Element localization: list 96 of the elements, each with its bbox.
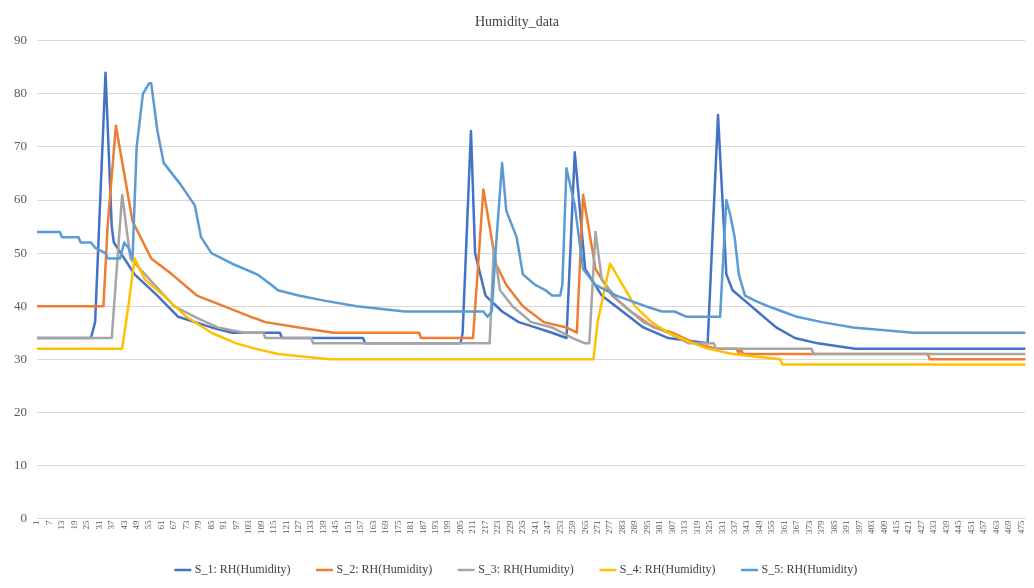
- x-tick-label: 97: [230, 520, 241, 530]
- chart-title: Humidity_data: [475, 14, 560, 30]
- x-tick-label: 307: [666, 520, 677, 534]
- x-tick-label: 451: [965, 520, 976, 534]
- y-tick-label: 80: [14, 85, 27, 101]
- x-tick-label: 121: [280, 520, 291, 534]
- x-tick-label: 1: [31, 520, 42, 525]
- x-tick-label: 289: [629, 520, 640, 534]
- x-tick-label: 313: [679, 520, 690, 534]
- x-tick-label: 223: [492, 520, 503, 534]
- x-tick-label: 109: [255, 520, 266, 534]
- x-tick-label: 73: [180, 520, 191, 530]
- y-tick-label: 10: [14, 456, 27, 472]
- x-tick-label: 139: [317, 520, 328, 534]
- x-tick-label: 427: [915, 520, 926, 534]
- x-tick-label: 61: [155, 520, 166, 530]
- x-tick-label: 271: [591, 520, 602, 534]
- x-tick-label: 37: [106, 520, 117, 530]
- legend-label: S_2: RH(Humidity): [336, 562, 433, 577]
- x-tick-label: 211: [467, 520, 478, 534]
- x-tick-label: 115: [268, 520, 279, 534]
- y-tick-label: 40: [14, 297, 27, 313]
- x-tick-label: 463: [990, 520, 1001, 534]
- x-tick-label: 355: [766, 520, 777, 534]
- x-tick-label: 265: [579, 520, 590, 534]
- x-tick-label: 241: [529, 520, 540, 534]
- y-tick-label: 50: [14, 244, 27, 260]
- x-tick-label: 409: [878, 520, 889, 534]
- x-tick-label: 103: [243, 520, 254, 534]
- x-tick-label: 349: [753, 520, 764, 534]
- x-tick-label: 79: [193, 520, 204, 530]
- x-tick-label: 469: [1003, 520, 1014, 534]
- x-tick-label: 397: [853, 520, 864, 534]
- x-tick-label: 25: [81, 520, 92, 530]
- x-tick-label: 391: [841, 520, 852, 534]
- legend-label: S_5: RH(Humidity): [761, 562, 858, 577]
- x-tick-label: 229: [504, 520, 515, 534]
- legend-label: S_1: RH(Humidity): [194, 562, 291, 577]
- x-tick-label: 277: [604, 520, 615, 534]
- x-tick-label: 193: [430, 520, 441, 534]
- x-tick-label: 259: [567, 520, 578, 534]
- y-tick-label: 30: [14, 350, 27, 366]
- x-tick-label: 325: [704, 520, 715, 534]
- x-tick-label: 43: [118, 520, 129, 530]
- x-tick-label: 19: [68, 520, 79, 530]
- x-tick-label: 133: [305, 520, 316, 534]
- x-tick-label: 301: [654, 520, 665, 534]
- x-tick-label: 283: [616, 520, 627, 534]
- x-tick-label: 295: [641, 520, 652, 534]
- x-tick-label: 319: [691, 520, 702, 534]
- y-tick-label: 20: [14, 403, 27, 419]
- x-tick-label: 205: [454, 520, 465, 534]
- legend-label: S_4: RH(Humidity): [619, 562, 716, 577]
- x-tick-label: 175: [392, 520, 403, 534]
- y-tick-label: 0: [20, 509, 27, 525]
- x-tick-label: 67: [168, 520, 179, 530]
- x-tick-label: 151: [342, 520, 353, 534]
- legend-label: S_3: RH(Humidity): [478, 562, 574, 577]
- x-tick-label: 337: [729, 520, 740, 534]
- x-tick-label: 169: [380, 520, 391, 534]
- x-tick-label: 445: [953, 520, 964, 534]
- x-tick-label: 421: [903, 520, 914, 534]
- y-tick-label: 60: [14, 191, 27, 207]
- x-tick-label: 55: [143, 520, 154, 530]
- x-tick-label: 253: [554, 520, 565, 534]
- x-tick-label: 331: [716, 520, 727, 534]
- x-tick-label: 49: [131, 520, 142, 530]
- x-tick-label: 85: [205, 520, 216, 530]
- x-tick-label: 127: [292, 520, 303, 534]
- x-tick-label: 91: [218, 520, 229, 530]
- x-tick-label: 187: [417, 520, 428, 534]
- x-tick-label: 181: [405, 520, 416, 534]
- x-tick-label: 457: [978, 520, 989, 534]
- x-tick-label: 163: [367, 520, 378, 534]
- y-tick-label: 70: [14, 138, 27, 154]
- x-tick-label: 157: [355, 520, 366, 534]
- x-tick-label: 373: [803, 520, 814, 534]
- x-tick-label: 145: [330, 520, 341, 534]
- x-tick-label: 247: [542, 520, 553, 534]
- x-tick-label: 403: [866, 520, 877, 534]
- x-tick-label: 475: [1015, 520, 1026, 534]
- x-tick-label: 379: [816, 520, 827, 534]
- x-tick-label: 13: [56, 520, 67, 530]
- x-tick-label: 7: [43, 520, 54, 525]
- x-tick-label: 343: [741, 520, 752, 534]
- y-tick-label: 90: [14, 32, 27, 48]
- x-tick-label: 367: [791, 520, 802, 534]
- x-tick-label: 439: [940, 520, 951, 534]
- x-tick-label: 31: [93, 520, 104, 530]
- x-tick-label: 235: [517, 520, 528, 534]
- x-tick-label: 217: [479, 520, 490, 534]
- x-tick-label: 361: [778, 520, 789, 534]
- x-tick-label: 433: [928, 520, 939, 534]
- x-tick-label: 199: [442, 520, 453, 534]
- x-tick-label: 385: [828, 520, 839, 534]
- x-tick-label: 415: [890, 520, 901, 534]
